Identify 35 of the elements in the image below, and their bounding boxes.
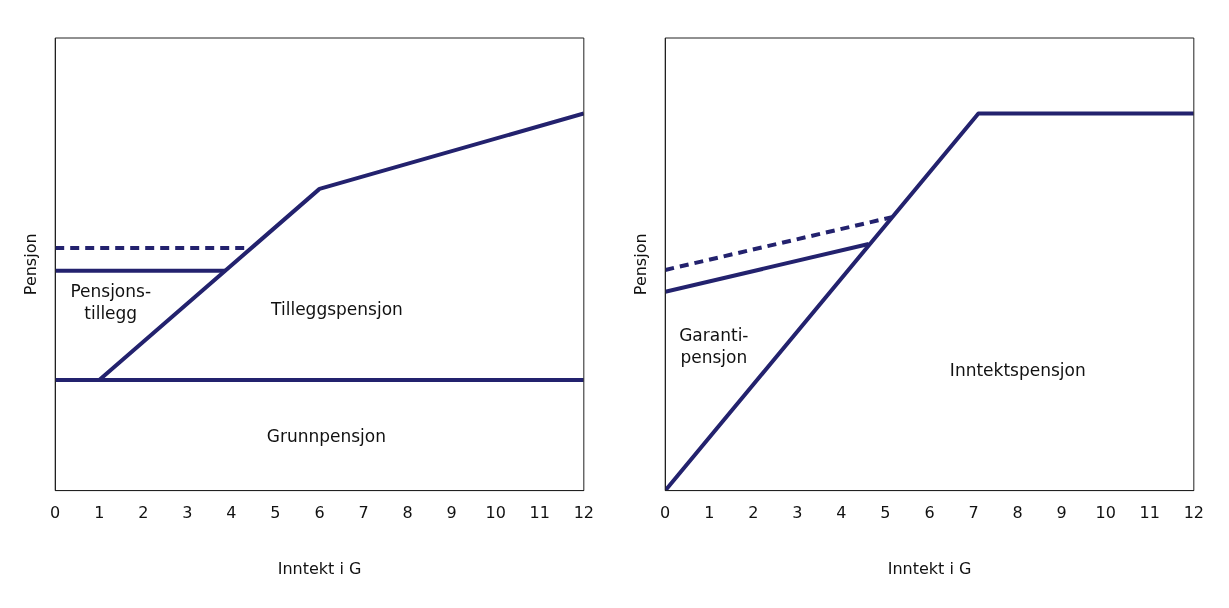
annotation: Pensjons- tillegg xyxy=(70,280,152,323)
x-tick-label: 3 xyxy=(792,503,803,523)
x-tick-label: 1 xyxy=(704,503,715,523)
x-tick-label: 8 xyxy=(1012,503,1023,523)
annotation: Garanti- pensjon xyxy=(679,325,749,367)
y-axis-title: Pensjon xyxy=(630,233,650,296)
x-tick-label: 6 xyxy=(314,503,325,523)
x-tick-label: 5 xyxy=(880,503,891,523)
x-tick-label: 11 xyxy=(1139,503,1160,523)
x-tick-label: 4 xyxy=(226,503,237,523)
x-tick-label: 11 xyxy=(529,503,550,523)
x-tick-label: 7 xyxy=(358,503,369,523)
x-tick-label: 8 xyxy=(402,503,413,523)
x-axis-title: Inntekt i G xyxy=(277,558,362,578)
x-tick-label: 2 xyxy=(748,503,759,523)
x-tick-label: 9 xyxy=(446,503,457,523)
x-tick-label: 4 xyxy=(836,503,847,523)
x-tick-label: 3 xyxy=(182,503,193,523)
x-tick-label: 7 xyxy=(968,503,979,523)
x-tick-label: 10 xyxy=(485,503,506,523)
x-tick-label: 2 xyxy=(138,503,149,523)
y-axis-title: Pensjon xyxy=(20,233,40,296)
x-tick-label: 6 xyxy=(924,503,935,523)
annotation: Tilleggspensjon xyxy=(270,298,403,319)
x-tick-label: 10 xyxy=(1095,503,1116,523)
x-tick-label: 1 xyxy=(94,503,105,523)
x-tick-label: 0 xyxy=(660,503,671,523)
x-tick-label: 12 xyxy=(1183,503,1204,523)
annotation: Grunnpensjon xyxy=(266,425,387,446)
x-tick-label: 12 xyxy=(573,503,594,523)
x-tick-label: 0 xyxy=(50,503,61,523)
x-tick-label: 9 xyxy=(1056,503,1067,523)
annotation: Inntektspensjon xyxy=(949,359,1086,380)
x-tick-label: 5 xyxy=(270,503,281,523)
x-axis-title: Inntekt i G xyxy=(887,558,972,578)
